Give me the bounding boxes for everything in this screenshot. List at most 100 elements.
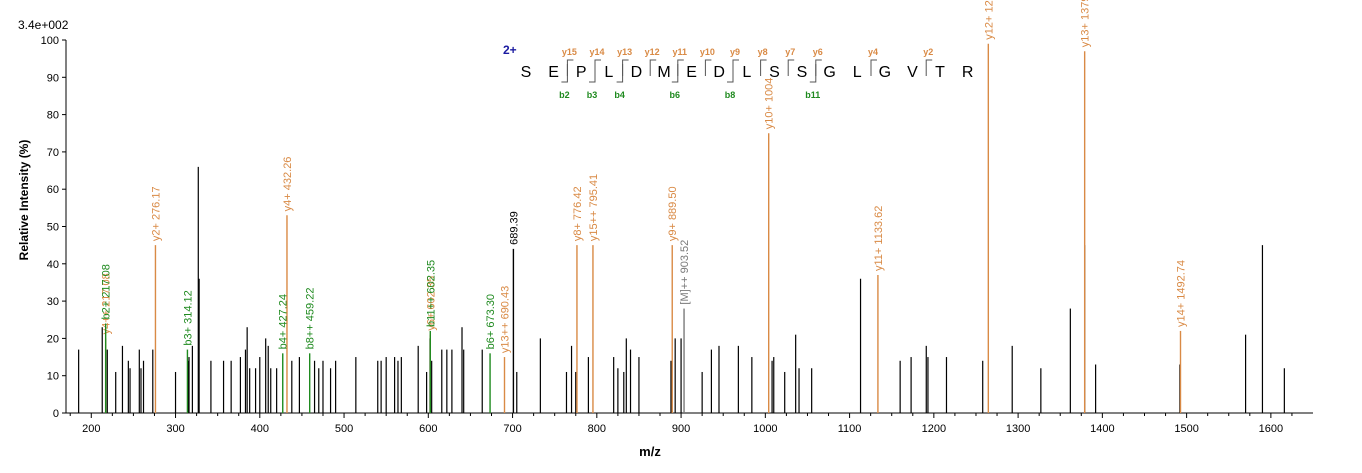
- x-tick-label: 1400: [1090, 423, 1114, 435]
- x-tick-label: 1600: [1259, 423, 1283, 435]
- y-tick-label: 90: [47, 72, 59, 84]
- x-tick-label: 1200: [922, 423, 946, 435]
- y-ion-label: y15: [562, 47, 577, 57]
- y-ion-bracket: [649, 59, 657, 76]
- y-tick-label: 20: [47, 333, 59, 345]
- b-ion-bracket: [561, 64, 568, 83]
- b-ion-bracket: [616, 64, 624, 83]
- b-ion-label: b8: [725, 90, 736, 100]
- y-tick-label: 50: [47, 222, 59, 234]
- y-tick-label: 100: [41, 35, 59, 47]
- peak-label: y8+ 776.42: [572, 186, 584, 241]
- residue-letter: R: [962, 64, 974, 81]
- residue-letter: S: [521, 64, 532, 81]
- b-ion-label: b6: [670, 90, 681, 100]
- y-tick-label: 10: [47, 371, 59, 383]
- b-ion-bracket: [671, 64, 679, 83]
- x-tick-label: 600: [419, 423, 437, 435]
- peak-label: y15++ 795.41: [588, 174, 600, 241]
- x-axis-label: m/z: [639, 444, 661, 459]
- y-ion-label: y7: [785, 47, 795, 57]
- y-ion-bracket: [870, 59, 877, 76]
- y-ion-label: y8: [758, 47, 768, 57]
- y-ion-label: y13: [617, 47, 632, 57]
- x-tick-label: 300: [166, 423, 184, 435]
- y-ion-bracket: [760, 59, 767, 76]
- y-ion-bracket: [704, 59, 712, 76]
- b-ion-label: b4: [614, 90, 625, 100]
- y-ion-label: y9: [730, 47, 740, 57]
- y-ion-label: y10: [700, 47, 715, 57]
- peak-label: y12+ 1264.65: [983, 0, 995, 40]
- y-ion-bracket: [622, 59, 629, 76]
- residue-letter: E: [686, 64, 697, 81]
- y-ion-label: y14: [589, 47, 604, 57]
- y-ion-bracket: [732, 59, 739, 76]
- b-ion-label: b2: [559, 90, 570, 100]
- residue-letter: L: [742, 64, 751, 81]
- peak-label: y4+ 432.26: [282, 157, 294, 212]
- x-tick-label: 1100: [838, 423, 862, 435]
- charge-state-label: 2+: [503, 43, 517, 57]
- peak-label: b2+ 217.08: [101, 264, 113, 319]
- residue-letter: E: [548, 64, 559, 81]
- peak-label: y11+ 1133.62: [873, 206, 885, 271]
- y-ion-bracket: [925, 59, 933, 76]
- residue-letter: G: [879, 64, 891, 81]
- x-tick-label: 200: [82, 423, 100, 435]
- y-ion-label: y12: [645, 47, 660, 57]
- peak-group: [78, 166, 1285, 413]
- peak-label: y14+ 1492.74: [1175, 260, 1187, 327]
- peak-label: 689.39: [508, 211, 520, 245]
- intensity-scale-label: 3.4e+002: [18, 18, 69, 32]
- y-axis-label: Relative Intensity (%): [17, 140, 31, 261]
- x-tick-group: 200 300 400 500 600 700 800 900 1000 1100 1200 1300…: [69, 413, 1293, 435]
- y-ion-label: y6: [813, 47, 823, 57]
- y-ion-label: y2: [923, 47, 933, 57]
- y-ion-bracket: [815, 59, 822, 76]
- residue-letter: M: [657, 64, 670, 81]
- y-ion-bracket: [677, 59, 684, 76]
- residue-letter: D: [631, 64, 643, 81]
- b-ion-label: b11: [805, 90, 820, 100]
- residue-letter: T: [935, 64, 945, 81]
- b-ion-bracket: [589, 64, 596, 83]
- residue-letter: S: [797, 64, 808, 81]
- peak-label: [M]++ 903.52: [679, 240, 691, 305]
- y-tick-label: 30: [47, 296, 59, 308]
- peak-label: b3+ 314.12: [182, 290, 194, 345]
- peak-label: b4+ 427.24: [278, 294, 290, 349]
- peak-label: y2+ 276.17: [150, 186, 162, 241]
- peak-label: b11++ 602.35: [425, 260, 437, 327]
- y-tick-label: 70: [47, 147, 59, 159]
- y-ion-bracket: [787, 59, 795, 76]
- annotation-group: y4++ 217.08 y2+ 276.17 y4+ 432.26 y6+ 602.3…: [101, 0, 1187, 413]
- b-ion-label: b3: [587, 90, 598, 100]
- y-ion-bracket: [594, 59, 601, 76]
- b-ion-bracket: [809, 64, 817, 83]
- x-tick-label: 500: [335, 423, 353, 435]
- x-tick-label: 700: [503, 423, 521, 435]
- peak-label: y9+ 889.50: [667, 186, 679, 241]
- residue-letter: L: [853, 64, 862, 81]
- residue-letter: L: [604, 64, 613, 81]
- y-tick-group: 0 10 20 30 40 50 60 70 80 90 100: [41, 35, 66, 420]
- residue-letter: P: [576, 64, 587, 81]
- y-ion-label: y4: [868, 47, 878, 57]
- peak-label: y13++ 690.43: [499, 286, 511, 353]
- x-tick-label: 1000: [753, 423, 777, 435]
- residue-letter: G: [823, 64, 835, 81]
- y-ion-label: y11: [673, 47, 688, 57]
- y-ion-bracket: [566, 59, 574, 76]
- x-tick-label: 1300: [1006, 423, 1030, 435]
- y-tick-label: 40: [47, 259, 59, 271]
- peak-label: y13+ 1379: [1080, 0, 1092, 47]
- x-tick-label: 400: [251, 423, 269, 435]
- y-tick-label: 80: [47, 110, 59, 122]
- x-tick-label: 800: [588, 423, 606, 435]
- y-tick-label: 60: [47, 184, 59, 196]
- peak-label: b8++ 459.22: [305, 288, 317, 350]
- x-tick-label: 1500: [1174, 423, 1198, 435]
- residue-letter: V: [907, 64, 918, 81]
